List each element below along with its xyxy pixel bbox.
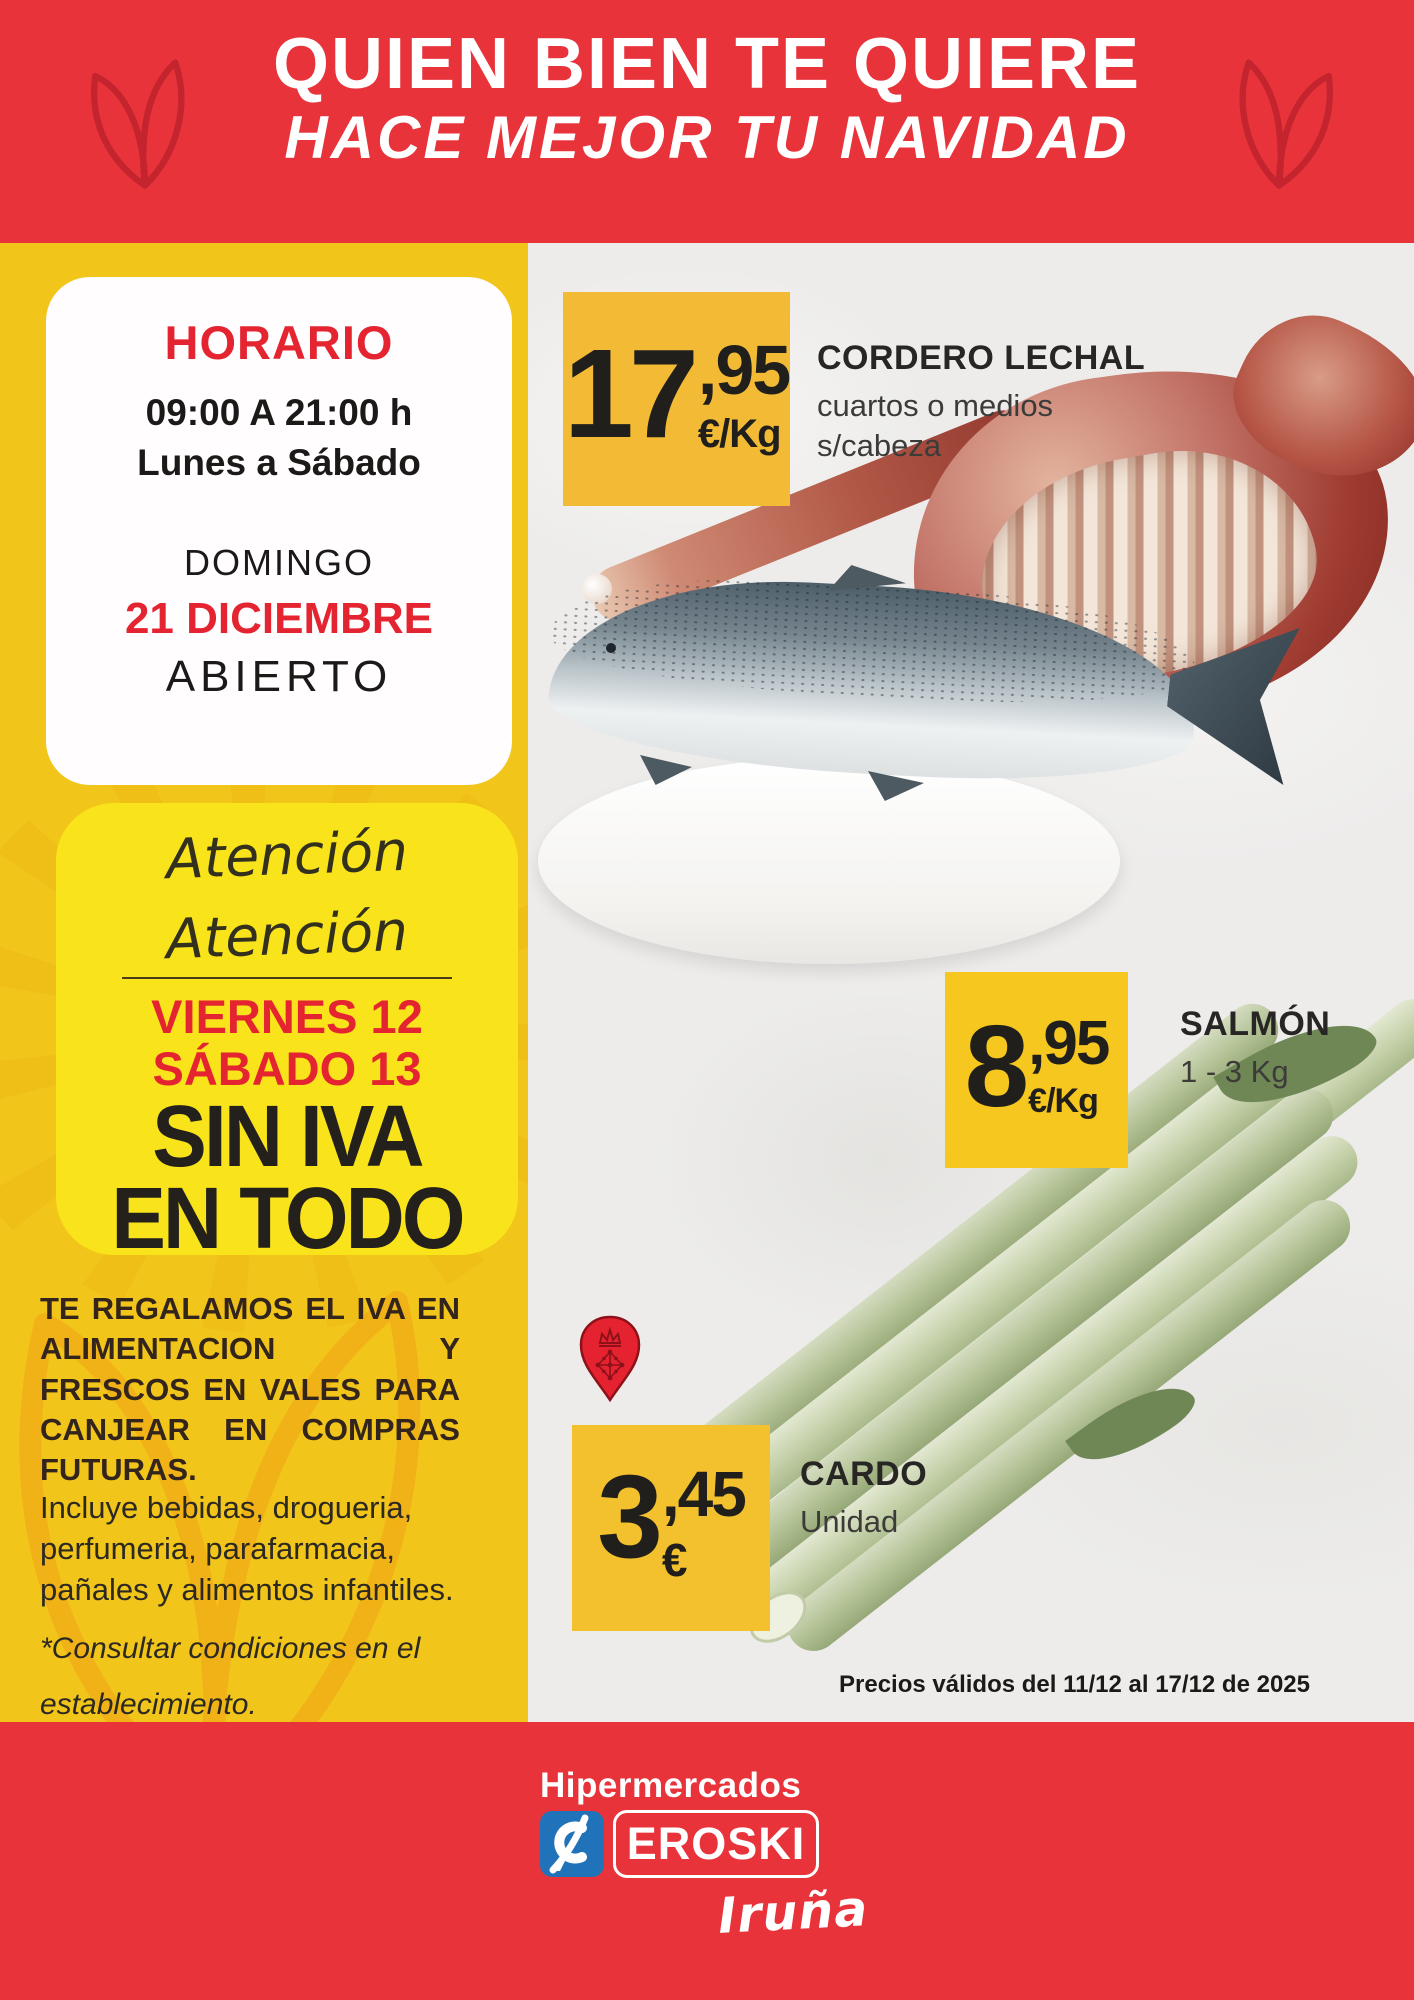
navarra-pin-icon	[578, 1315, 642, 1403]
product-desc: s/cabeza	[817, 427, 942, 463]
vat-gift-paragraph: TE REGALAMOS EL IVA EN ALIMENTACION Y FR…	[40, 1291, 460, 1488]
price-tag-cardo: 3 ,45 €	[572, 1425, 770, 1631]
eroski-e-icon	[540, 1810, 604, 1878]
schedule-card: HORARIO 09:00 A 21:00 h Lunes a Sábado D…	[46, 277, 512, 785]
products-area: 17 ,95 €/Kg CORDERO LECHAL cuartos o med…	[528, 243, 1414, 1722]
attention-script-line1: Atención	[164, 818, 409, 892]
product-desc: Unidad	[800, 1504, 899, 1539]
price-unit: €/Kg	[1028, 1082, 1099, 1121]
price-validity-note: Precios válidos del 11/12 al 17/12 de 20…	[839, 1671, 1310, 1698]
price-tag-cordero: 17 ,95 €/Kg	[563, 292, 791, 506]
promo-headline-line1: SIN IVA	[152, 1088, 424, 1186]
includes-paragraph: Incluye bebidas, drogueria, perfumeria, …	[40, 1490, 454, 1608]
eroski-logo: EROSKI	[540, 1810, 819, 1878]
product-desc: 1 - 3 Kg	[1180, 1054, 1289, 1089]
price-decimal: ,95	[1028, 1008, 1110, 1078]
banner-subtitle: HACE MEJOR TU NAVIDAD	[284, 104, 1130, 171]
footer-tagline: Hipermercados	[540, 1766, 802, 1805]
sidebar: HORARIO 09:00 A 21:00 h Lunes a Sábado D…	[0, 243, 528, 1722]
product-label-salmon: SALMÓN 1 - 3 Kg	[1180, 1005, 1330, 1092]
brand-name: EROSKI	[626, 1818, 806, 1869]
schedule-sunday-status: ABIERTO	[165, 652, 393, 701]
lamb-product-image	[582, 291, 1414, 818]
schedule-days: Lunes a Sábado	[137, 442, 421, 483]
top-banner: QUIEN BIEN TE QUIERE HACE MEJOR TU NAVID…	[0, 0, 1414, 243]
heart-leaves-icon	[1214, 38, 1357, 203]
banner-title: QUIEN BIEN TE QUIERE	[272, 24, 1142, 104]
no-vat-promo-card: Atención Atención VIERNES 12 SÁBADO 13 S…	[56, 803, 518, 1262]
conditions-disclaimer: *Consultar condiciones en el establecimi…	[40, 1632, 421, 1721]
footer-bar: Hipermercados EROSKI Iruña	[0, 1722, 1414, 2000]
product-name: SALMÓN	[1180, 1005, 1331, 1043]
plate-image	[538, 758, 1120, 964]
promo-day-friday: VIERNES 12	[151, 989, 423, 1043]
price-tag-salmon: 8 ,95 €/Kg	[945, 972, 1128, 1168]
footer-brand-block: Hipermercados EROSKI Iruña	[540, 1722, 960, 2000]
product-name: CARDO	[800, 1455, 928, 1493]
schedule-hours: 09:00 A 21:00 h	[145, 392, 413, 433]
product-label-cardo: CARDO Unidad	[800, 1455, 927, 1542]
eroski-wordmark-frame: EROSKI	[613, 1810, 819, 1878]
product-name: CORDERO LECHAL	[817, 339, 1146, 377]
price-integer: 17	[563, 322, 699, 464]
heart-leaves-icon	[66, 38, 209, 203]
price-integer: 3	[597, 1451, 663, 1584]
attention-script-line2: Atención	[164, 898, 409, 972]
divider	[122, 976, 452, 979]
promo-day-saturday: SÁBADO 13	[152, 1042, 422, 1096]
product-label-cordero: CORDERO LECHAL cuartos o medios s/cabeza	[817, 339, 1145, 465]
price-unit: €	[661, 1533, 688, 1586]
store-city: Iruña	[716, 1880, 870, 1945]
schedule-title: HORARIO	[164, 316, 394, 369]
promo-headline-line2: EN TODO	[111, 1169, 465, 1267]
heart-leaves-watermark-icon	[0, 1203, 490, 1722]
price-integer: 8	[964, 1000, 1029, 1131]
price-decimal: ,95	[697, 330, 791, 409]
product-desc: cuartos o medios	[817, 388, 1054, 423]
schedule-sunday-label: DOMINGO	[184, 542, 374, 583]
price-decimal: ,45	[661, 1458, 747, 1531]
schedule-sunday-date: 21 DICIEMBRE	[124, 594, 434, 643]
price-unit: €/Kg	[697, 411, 782, 456]
